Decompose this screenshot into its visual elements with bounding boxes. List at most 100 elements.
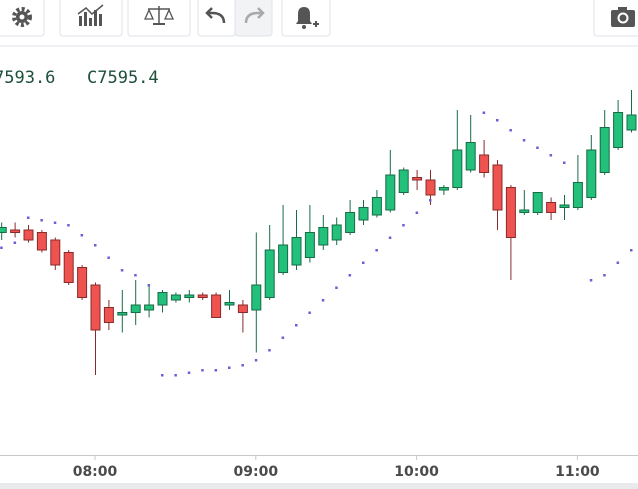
candle-body — [318, 227, 329, 246]
candle-body — [519, 209, 530, 213]
candle-body — [90, 284, 101, 331]
sar-dot — [388, 236, 392, 239]
candle-body — [0, 227, 7, 233]
sar-dot — [80, 234, 84, 237]
candle-body — [371, 197, 382, 216]
candle-body — [291, 237, 302, 266]
plot: 08:00 09:00 10:00 11:00 — [0, 90, 637, 480]
candle-body — [63, 252, 74, 283]
sar-dot — [362, 261, 365, 264]
x-tick-label: 08:00 — [73, 464, 118, 480]
sar-dot — [187, 371, 191, 374]
sar-dot — [147, 284, 151, 287]
candle-body — [452, 149, 463, 188]
candle-body — [50, 239, 61, 266]
candle-body — [331, 224, 342, 241]
candle-body — [479, 154, 490, 173]
candle-body — [251, 284, 262, 311]
candle-body — [599, 127, 610, 173]
undo-button[interactable] — [197, 0, 236, 37]
candle-body — [613, 112, 624, 148]
sar-dot — [549, 154, 553, 157]
candle-body — [170, 294, 181, 301]
candle-body — [117, 312, 128, 316]
sar-dot — [67, 224, 70, 227]
sar-dot — [0, 246, 3, 249]
sar-dot — [616, 261, 620, 264]
candle-body — [505, 187, 516, 238]
sar-dot — [295, 324, 298, 327]
sar-dot — [254, 359, 258, 362]
candle-body — [77, 267, 88, 298]
candle-body — [626, 114, 637, 131]
candle-body — [278, 244, 289, 273]
sar-dot — [308, 311, 311, 314]
candle-body — [412, 177, 423, 181]
toolbar — [0, 0, 638, 47]
sar-dot — [281, 336, 285, 339]
compare-button[interactable] — [127, 0, 191, 37]
sar-dot — [228, 366, 231, 369]
candle-body — [532, 192, 543, 213]
sar-dot — [134, 274, 137, 277]
candle-body — [23, 229, 34, 241]
candle-body — [546, 202, 557, 213]
candle-body — [211, 294, 222, 318]
sar-dot — [522, 139, 526, 142]
sar-dot — [27, 216, 30, 219]
candle-body — [345, 212, 356, 233]
candle-body — [465, 142, 476, 171]
ohlc-close: C7595.4 — [87, 68, 159, 88]
candle-body — [492, 164, 503, 211]
candle-body — [438, 187, 449, 191]
ohlc-low: 7593.6 — [0, 68, 55, 88]
redo-button[interactable] — [234, 0, 273, 37]
sar-dot — [563, 161, 566, 164]
candle-body — [103, 307, 114, 323]
sar-dot — [321, 299, 325, 302]
sar-dot — [161, 374, 164, 377]
candle-body — [559, 204, 570, 208]
sar-dot — [120, 269, 124, 272]
sar-dot — [482, 111, 486, 114]
sar-dot — [496, 119, 499, 122]
candle-body — [304, 232, 315, 258]
x-tick-label: 10:00 — [394, 464, 439, 480]
sar-dot — [589, 279, 593, 282]
x-tick-label: 11:00 — [555, 464, 600, 480]
sar-dot — [348, 274, 352, 277]
sar-dot — [375, 249, 378, 252]
sar-dot — [402, 224, 405, 227]
candle-body — [144, 304, 155, 311]
indicators-button[interactable] — [59, 0, 123, 37]
sar-dot — [174, 374, 177, 377]
sar-dot — [415, 211, 419, 214]
candle-body — [36, 232, 47, 251]
x-tick-label: 09:00 — [234, 464, 279, 480]
sar-dot — [630, 249, 633, 252]
alert-button[interactable] — [281, 0, 331, 37]
candle-body — [385, 174, 396, 211]
candle-body — [184, 294, 195, 298]
sar-dot — [107, 256, 110, 259]
candle-body — [358, 207, 369, 221]
sar-dot — [241, 364, 244, 367]
settings-button[interactable] — [0, 0, 45, 37]
candle-body — [398, 169, 409, 193]
candle-body — [157, 292, 168, 306]
sar-dot — [335, 286, 338, 289]
bottom-scrollbar — [0, 483, 638, 489]
sar-dot — [603, 274, 606, 277]
candle-body — [130, 304, 141, 313]
candle-body — [237, 304, 248, 313]
sar-dot — [268, 349, 271, 352]
sar-dot — [94, 244, 97, 247]
snapshot-button[interactable] — [593, 0, 638, 37]
candle-body — [197, 294, 208, 298]
candle-body — [10, 229, 21, 233]
sar-dot — [53, 221, 57, 224]
candle-body — [572, 182, 583, 208]
candle-body — [224, 302, 235, 306]
sar-dot — [40, 219, 43, 222]
